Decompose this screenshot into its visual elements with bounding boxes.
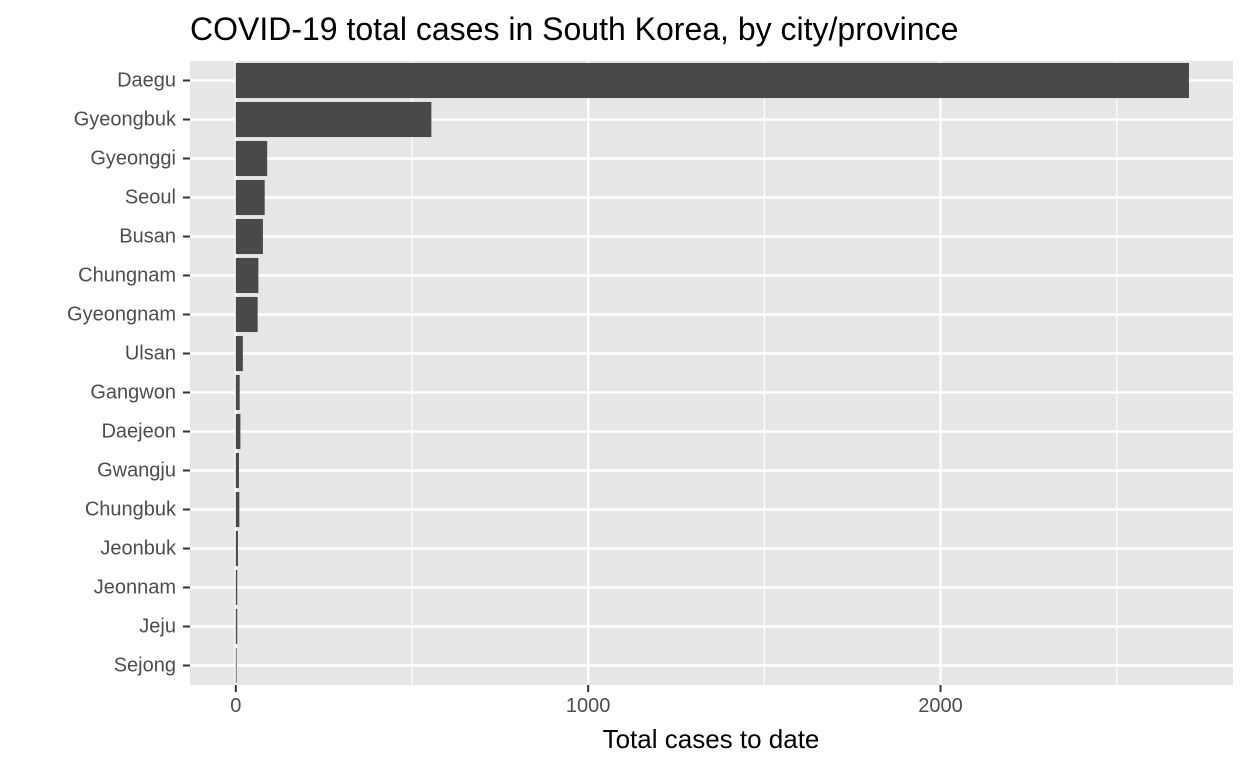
y-tick-label: Jeonnam	[94, 577, 176, 599]
x-tick-label: 1000	[566, 695, 611, 717]
bar-chungbuk	[235, 491, 240, 528]
bar-jeonbuk	[235, 530, 238, 567]
y-tick-label: Jeonbuk	[100, 538, 177, 560]
y-tick-label: Sejong	[114, 655, 176, 677]
y-tick-label: Busan	[119, 226, 176, 248]
x-axis: 0 1000 2000	[230, 685, 963, 717]
bar-jeju	[235, 608, 238, 645]
bar-ulsan	[235, 335, 243, 372]
y-tick-label: Chungbuk	[85, 499, 177, 521]
y-tick-label: Daegu	[117, 70, 176, 92]
bar-gyeongnam	[235, 296, 258, 333]
x-axis-title: Total cases to date	[603, 724, 820, 754]
bar-gwangju	[235, 452, 239, 489]
y-axis: Daegu Gyeongbuk Gyeonggi Seoul Busan Chungnam…	[67, 70, 190, 677]
y-tick-label: Gwangju	[97, 460, 176, 482]
y-tick-label: Gyeonggi	[90, 148, 176, 170]
bar-gyeongbuk	[235, 101, 432, 138]
bar-sejong	[235, 647, 237, 684]
chart-title: COVID-19 total cases in South Korea, by …	[190, 11, 958, 47]
bar-seoul	[235, 179, 265, 216]
y-tick-label: Chungnam	[78, 265, 176, 287]
grid-lines	[190, 61, 1233, 685]
y-tick-label: Gyeongbuk	[74, 109, 177, 131]
bar-chungnam	[235, 257, 259, 294]
y-tick-label: Daejeon	[101, 421, 176, 443]
bar-daegu	[235, 62, 1189, 99]
bar-gangwon	[235, 374, 240, 411]
y-tick-label: Gangwon	[90, 382, 176, 404]
bar-jeonnam	[235, 569, 238, 606]
bar-gyeonggi	[235, 140, 268, 177]
bar-daejeon	[235, 413, 241, 450]
x-tick-label: 0	[230, 695, 241, 717]
bars	[235, 62, 1189, 684]
bar-busan	[235, 218, 263, 255]
y-tick-label: Seoul	[125, 187, 176, 209]
y-tick-label: Ulsan	[125, 343, 176, 365]
y-tick-label: Gyeongnam	[67, 304, 176, 326]
y-tick-label: Jeju	[139, 616, 176, 638]
x-tick-label: 2000	[918, 695, 963, 717]
plot-panel	[190, 61, 1233, 685]
